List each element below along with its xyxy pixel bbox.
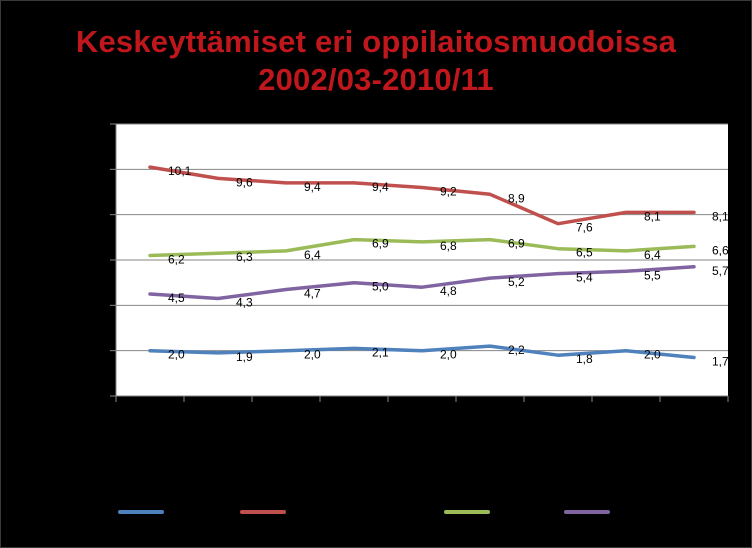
data-label: 6,8 [440, 239, 457, 253]
data-label: 8,1 [644, 209, 661, 223]
data-label: 9,2 [440, 184, 457, 198]
data-label: 6,2 [168, 252, 185, 266]
chart-title-line2: 2002/03-2010/11 [258, 62, 494, 97]
data-label: 5,4 [576, 271, 593, 285]
data-label: 6,9 [372, 237, 389, 251]
series-line-1 [148, 344, 696, 360]
data-label: 5,5 [644, 268, 661, 282]
data-label: 8,9 [508, 191, 525, 205]
data-label: 2,0 [644, 348, 661, 362]
series-line-3 [148, 237, 696, 258]
data-label: 6,4 [304, 248, 321, 262]
series-line-4 [148, 265, 696, 301]
data-label: 1,7 [712, 354, 729, 368]
data-label: 1,9 [236, 350, 253, 364]
data-label: 6,4 [644, 248, 661, 262]
data-label: 10,1 [168, 164, 192, 178]
data-label: 6,5 [576, 246, 593, 260]
data-label: 9,6 [236, 175, 253, 189]
data-label: 6,9 [508, 237, 525, 251]
data-label: 1,8 [576, 352, 593, 366]
data-label: 4,5 [168, 291, 185, 305]
data-label: 8,1 [712, 209, 729, 223]
data-label: 5,0 [372, 280, 389, 294]
data-label: 4,7 [304, 286, 321, 300]
data-label: 2,2 [508, 343, 525, 357]
data-label: 9,4 [372, 180, 389, 194]
data-label: 2,1 [372, 345, 389, 359]
data-label: 6,6 [712, 243, 729, 257]
data-label: 2,0 [168, 348, 185, 362]
series-line-2 [148, 165, 696, 226]
data-label: 4,3 [236, 296, 253, 310]
data-label: 9,4 [304, 180, 321, 194]
data-label: 4,8 [440, 284, 457, 298]
chart-title-line1: Keskeyttämiset eri oppilaitosmuodoissa [75, 24, 677, 59]
data-label: 2,0 [440, 348, 457, 362]
data-label: 5,2 [508, 275, 525, 289]
data-label: 2,0 [304, 348, 321, 362]
data-label: 6,3 [236, 250, 253, 264]
data-label: 5,7 [712, 264, 729, 278]
data-label: 7,6 [576, 221, 593, 235]
